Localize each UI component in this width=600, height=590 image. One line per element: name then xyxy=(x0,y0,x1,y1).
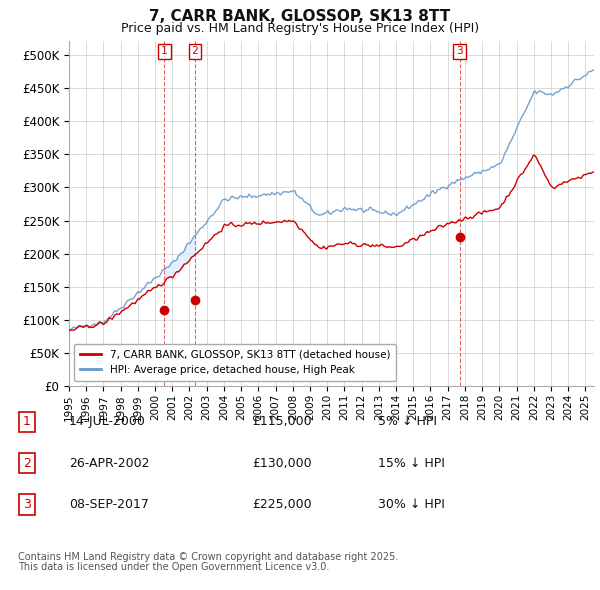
Text: 08-SEP-2017: 08-SEP-2017 xyxy=(69,498,149,511)
Text: 26-APR-2002: 26-APR-2002 xyxy=(69,457,149,470)
Text: 3: 3 xyxy=(456,47,463,57)
Text: Price paid vs. HM Land Registry's House Price Index (HPI): Price paid vs. HM Land Registry's House … xyxy=(121,22,479,35)
Text: £225,000: £225,000 xyxy=(252,498,311,511)
Text: Contains HM Land Registry data © Crown copyright and database right 2025.: Contains HM Land Registry data © Crown c… xyxy=(18,552,398,562)
Text: 2: 2 xyxy=(191,47,199,57)
Text: 3: 3 xyxy=(23,498,31,511)
Text: 14-JUL-2000: 14-JUL-2000 xyxy=(69,415,146,428)
Text: 30% ↓ HPI: 30% ↓ HPI xyxy=(378,498,445,511)
Text: £115,000: £115,000 xyxy=(252,415,311,428)
Text: £130,000: £130,000 xyxy=(252,457,311,470)
Text: 2: 2 xyxy=(23,457,31,470)
Text: 15% ↓ HPI: 15% ↓ HPI xyxy=(378,457,445,470)
Text: 7, CARR BANK, GLOSSOP, SK13 8TT: 7, CARR BANK, GLOSSOP, SK13 8TT xyxy=(149,9,451,24)
Text: 5% ↓ HPI: 5% ↓ HPI xyxy=(378,415,437,428)
Text: 1: 1 xyxy=(23,415,31,428)
Text: 1: 1 xyxy=(161,47,168,57)
Legend: 7, CARR BANK, GLOSSOP, SK13 8TT (detached house), HPI: Average price, detached h: 7, CARR BANK, GLOSSOP, SK13 8TT (detache… xyxy=(74,343,397,381)
Text: This data is licensed under the Open Government Licence v3.0.: This data is licensed under the Open Gov… xyxy=(18,562,329,572)
